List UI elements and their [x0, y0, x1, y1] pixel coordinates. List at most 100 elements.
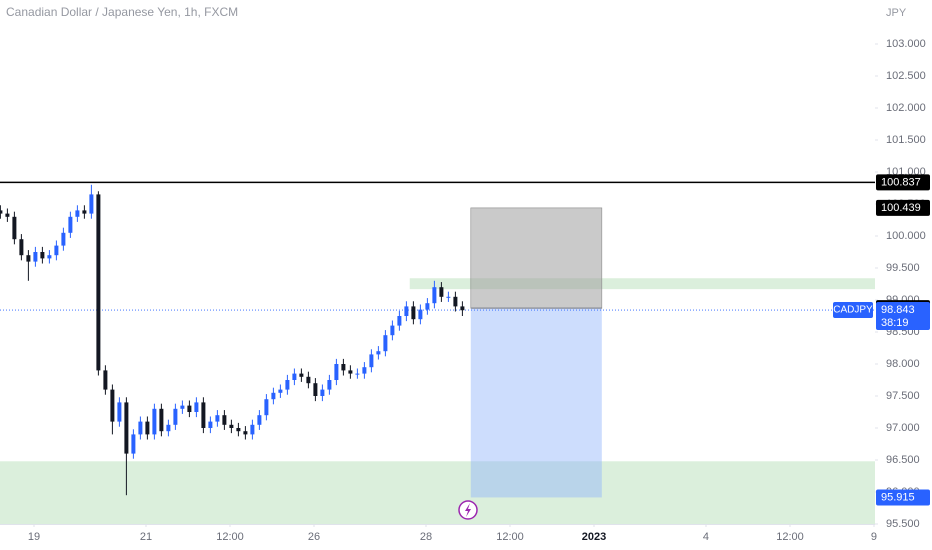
candle-body	[432, 287, 437, 304]
y-axis-label: JPY	[886, 7, 907, 19]
y-tick-label: 99.500	[886, 262, 920, 274]
x-tick-label: 21	[140, 531, 152, 543]
price-label-text: 100.439	[881, 202, 921, 214]
candle-body	[355, 373, 360, 375]
candle-body	[341, 364, 346, 371]
candle-body	[285, 380, 290, 390]
candle-body	[236, 428, 241, 432]
candle-body	[327, 380, 332, 390]
candle-body	[0, 210, 3, 214]
candle-body	[166, 424, 171, 432]
price-label: 95.915	[876, 489, 930, 506]
candle-body	[453, 296, 458, 307]
candle-body	[208, 421, 213, 428]
candle-body	[54, 245, 59, 256]
candle-body	[159, 408, 164, 432]
price-label-box	[876, 302, 930, 331]
price-label-text: 95.915	[881, 491, 915, 503]
candle-body	[68, 216, 73, 233]
zone	[0, 461, 875, 524]
candle-body	[229, 424, 234, 428]
candle-body	[313, 383, 318, 396]
position-target	[470, 308, 602, 498]
x-tick-label: 19	[28, 531, 40, 543]
candle-body	[271, 392, 276, 400]
candle-body	[173, 408, 178, 425]
candle-body	[117, 402, 122, 422]
candle-body	[369, 354, 374, 368]
candle-body	[5, 213, 10, 217]
y-tick-label: 102.000	[886, 102, 926, 114]
candle-body	[411, 306, 416, 320]
candle-body	[257, 415, 262, 425]
x-tick-label: 26	[308, 531, 320, 543]
candle-body	[145, 421, 150, 435]
price-label: 100.837	[876, 174, 930, 191]
candle-body	[362, 367, 367, 374]
candle-body	[320, 389, 325, 396]
y-tick-label: 102.500	[886, 70, 926, 82]
position-stop	[470, 207, 603, 309]
candle-body	[348, 370, 353, 374]
candle-body	[180, 405, 185, 409]
y-tick-label: 97.000	[886, 422, 920, 434]
candle-body	[124, 402, 129, 454]
chart-title: Canadian Dollar / Japanese Yen, 1h, FXCM	[6, 5, 238, 19]
candle-body	[103, 370, 108, 390]
price-label-text: 98.843	[881, 304, 915, 316]
candle-body	[418, 309, 423, 320]
x-tick-label: 12:00	[776, 531, 804, 543]
x-tick-label: 12:00	[496, 531, 524, 543]
candle-body	[264, 399, 269, 416]
candle-body	[33, 252, 38, 262]
candle-body	[383, 335, 388, 352]
candle-body	[26, 255, 31, 262]
candle-body	[446, 296, 451, 298]
lightning-icon	[458, 500, 478, 520]
candle-body	[40, 252, 45, 259]
y-tick-label: 96.500	[886, 454, 920, 466]
candle-body	[82, 210, 87, 214]
candle-body	[47, 255, 52, 259]
y-tick-label: 101.500	[886, 134, 926, 146]
y-tick-label: 103.000	[886, 38, 926, 50]
candle-body	[439, 287, 444, 297]
candle-body	[404, 306, 409, 316]
candle-body	[194, 402, 199, 412]
candle-body	[75, 210, 80, 217]
candle-body	[390, 325, 395, 336]
candle-body	[278, 389, 283, 393]
y-tick-label: 98.000	[886, 358, 920, 370]
candle-body	[61, 232, 66, 246]
price-label: 100.439	[876, 199, 930, 216]
x-tick-label: 4	[703, 531, 709, 543]
price-label-box	[876, 489, 930, 506]
price-label-text: 100.837	[881, 176, 921, 188]
price-label-box	[876, 174, 930, 191]
candle-body	[334, 364, 339, 380]
candle-body	[292, 373, 297, 380]
candle-body	[12, 216, 17, 240]
candle-body	[89, 194, 94, 214]
y-tick-label: 100.000	[886, 230, 926, 242]
candle-body	[425, 303, 430, 310]
candle-body	[250, 424, 255, 435]
symbol-box	[833, 302, 873, 319]
candle-body	[460, 306, 465, 311]
y-tick-label: 95.500	[886, 518, 920, 530]
candle-body	[19, 239, 24, 256]
candle-body	[131, 434, 136, 454]
countdown: 38:19	[881, 317, 909, 329]
x-tick-label: 2023	[582, 531, 606, 543]
candle-body	[138, 421, 143, 435]
price-label-box	[876, 199, 930, 216]
candle-body	[222, 415, 227, 425]
candle-body	[306, 376, 311, 384]
candle-body	[243, 431, 248, 435]
candle-body	[187, 405, 192, 412]
candle-body	[110, 389, 115, 422]
x-tick-label: 12:00	[216, 531, 244, 543]
candle-body	[152, 408, 157, 435]
